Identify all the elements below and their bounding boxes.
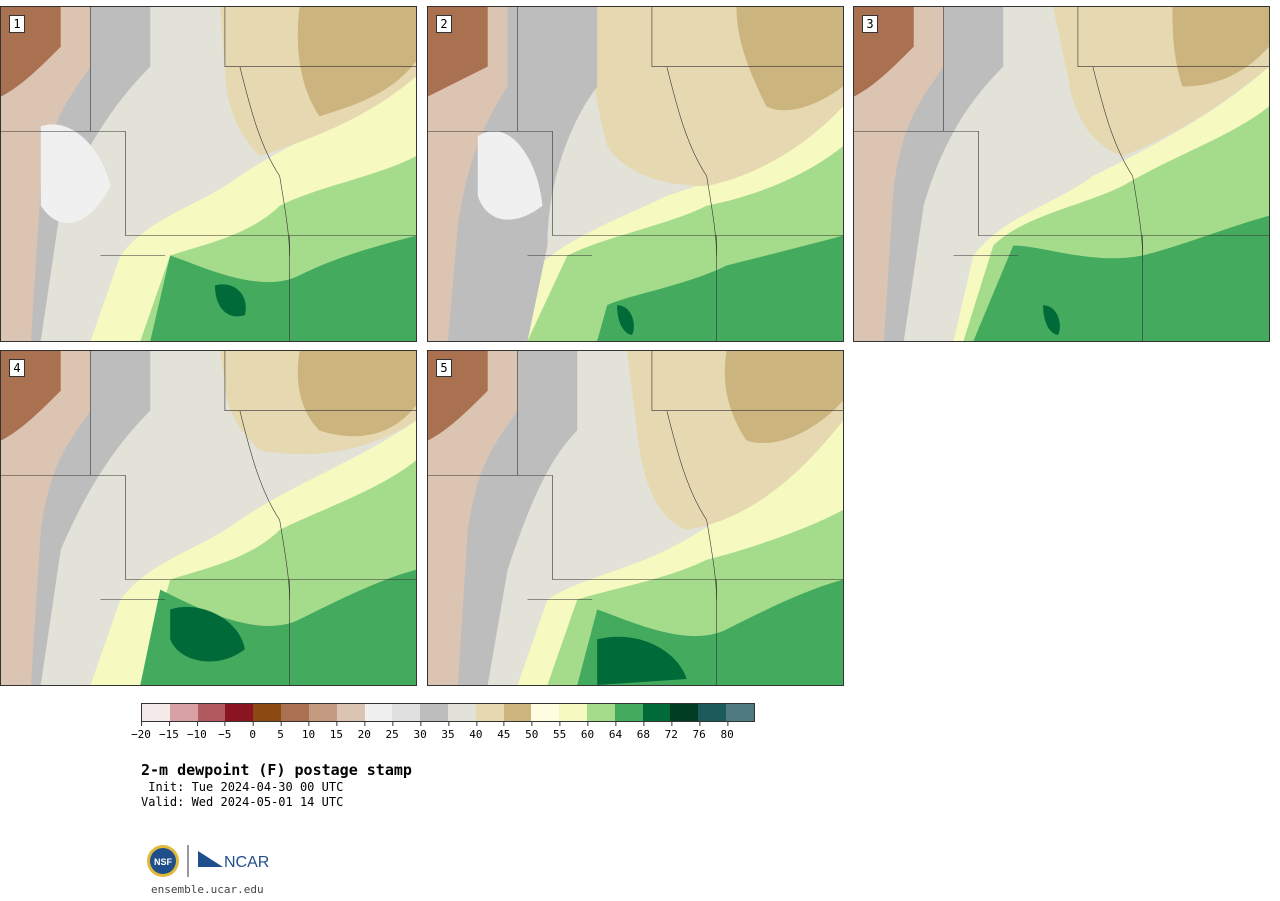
ensemble-member-map-3: 3 [853, 6, 1270, 342]
sponsor-logos: NSF NCAR [145, 843, 275, 879]
svg-text:NCAR: NCAR [224, 854, 269, 871]
colorbar-swatch [475, 704, 504, 721]
colorbar-tick-label: 64 [609, 722, 622, 741]
colorbar-tick-label: 30 [413, 722, 427, 741]
colorbar-swatch [420, 704, 448, 721]
colorbar-swatch [169, 704, 198, 721]
colorbar-swatch [197, 704, 226, 721]
colorbar-swatch [531, 704, 560, 721]
colorbar-tick-label: 0 [249, 722, 256, 741]
colorbar-tick-label: −20 [131, 722, 151, 741]
colorbar-swatch [253, 704, 282, 721]
colorbar-swatch [308, 704, 337, 721]
dewpoint-map-4 [1, 351, 416, 685]
colorbar-swatch [698, 704, 727, 721]
colorbar-tick-label: 50 [525, 722, 538, 741]
colorbar-tick-label: 5 [277, 722, 284, 741]
colorbar-tick-label: 60 [581, 722, 594, 741]
footer-url: ensemble.ucar.edu [151, 883, 264, 896]
colorbar-swatch [587, 704, 615, 721]
colorbar-tick-label: 55 [553, 722, 566, 741]
colorbar-swatch [142, 704, 170, 721]
ensemble-member-map-4: 4 [0, 350, 417, 686]
colorbar-tick-label: 76 [693, 722, 706, 741]
colorbar-tick-label: 72 [665, 722, 678, 741]
panel-number-label: 2 [436, 15, 452, 33]
panel-number-label: 4 [9, 359, 25, 377]
panel-number-label: 3 [862, 15, 878, 33]
valid-time: Valid: Wed 2024-05-01 14 UTC [141, 795, 344, 809]
colorbar-tick-label: 15 [330, 722, 343, 741]
dewpoint-colorbar [141, 703, 755, 722]
colorbar-swatch [392, 704, 421, 721]
colorbar-tick-label: 45 [497, 722, 510, 741]
colorbar-swatch [225, 704, 254, 721]
colorbar-tick-label: 68 [637, 722, 650, 741]
dewpoint-map-1 [1, 7, 416, 341]
ensemble-member-map-2: 2 [427, 6, 844, 342]
ensemble-member-map-1: 1 [0, 6, 417, 342]
dewpoint-map-2 [428, 7, 843, 341]
dewpoint-map-5 [428, 351, 843, 685]
colorbar-tick-label: −5 [218, 722, 231, 741]
panel-number-label: 1 [9, 15, 25, 33]
colorbar-swatch [281, 704, 309, 721]
init-time: Init: Tue 2024-04-30 00 UTC [141, 780, 344, 794]
colorbar-tick-labels: −20 −15 −10 −5 0 5 10 15 20 25 30 35 40 45 50 55 60 64 68 7… [131, 722, 755, 742]
colorbar-swatch [559, 704, 587, 721]
ensemble-member-map-5: 5 [427, 350, 844, 686]
dewpoint-map-3 [854, 7, 1269, 341]
colorbar-swatch [670, 704, 699, 721]
colorbar-swatch [614, 704, 643, 721]
colorbar-swatch [364, 704, 393, 721]
svg-text:NSF: NSF [154, 857, 173, 867]
chart-title: 2-m dewpoint (F) postage stamp [141, 761, 412, 779]
colorbar-swatch [336, 704, 365, 721]
colorbar-swatch [503, 704, 532, 721]
colorbar-tick-label: 20 [358, 722, 371, 741]
colorbar-tick-label: 40 [469, 722, 483, 741]
panel-number-label: 5 [436, 359, 452, 377]
colorbar-swatch [642, 704, 671, 721]
colorbar-tick-label: 10 [302, 722, 315, 741]
colorbar-tick-label: 35 [441, 722, 455, 741]
nsf-ncar-logo: NSF NCAR [147, 845, 269, 877]
colorbar-tick-label: 25 [386, 722, 399, 741]
colorbar-swatch [726, 704, 754, 721]
colorbar-tick-label: 80 [720, 722, 734, 741]
colorbar-tick-label: −10 [187, 722, 207, 741]
colorbar-tick-label: −15 [159, 722, 179, 741]
colorbar-swatch [447, 704, 476, 721]
